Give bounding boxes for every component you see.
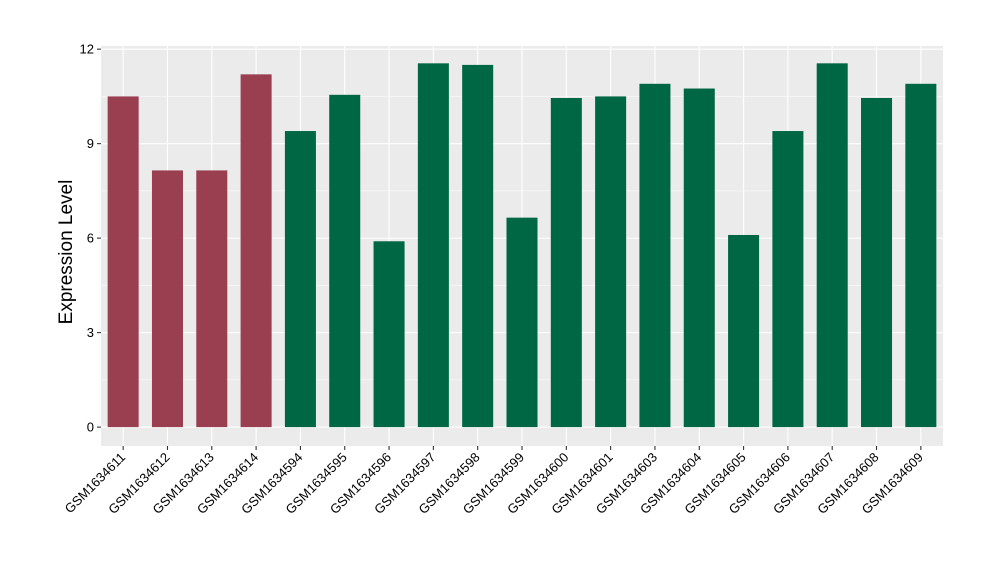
y-axis: 0 3 6 9 12 <box>80 42 101 435</box>
bar <box>240 74 272 428</box>
bar <box>373 241 405 428</box>
bar <box>196 170 228 428</box>
bar <box>905 83 937 428</box>
y-tick-label: 6 <box>87 231 94 246</box>
bar <box>284 131 316 428</box>
bar <box>417 63 449 428</box>
bar <box>728 234 760 428</box>
bar <box>550 97 582 428</box>
y-tick-label: 9 <box>87 136 94 151</box>
y-tick-label: 0 <box>87 420 94 435</box>
bar <box>462 64 494 428</box>
bar <box>683 88 715 428</box>
bar <box>595 96 627 428</box>
bar <box>506 217 538 428</box>
bar <box>639 83 671 428</box>
bar <box>107 96 139 428</box>
bar <box>329 94 361 428</box>
y-axis-title: Expression Level <box>56 180 77 325</box>
bar <box>151 170 183 428</box>
y-tick-label: 3 <box>87 325 94 340</box>
bar <box>861 97 893 428</box>
bar <box>772 131 804 428</box>
y-tick-label: 12 <box>80 42 94 57</box>
bar <box>816 63 848 428</box>
bars <box>107 63 937 428</box>
